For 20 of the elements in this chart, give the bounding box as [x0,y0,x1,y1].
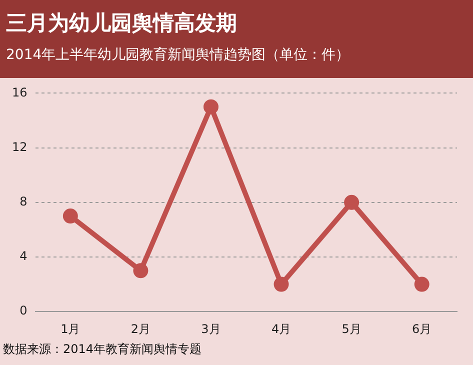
x-tick-label: 5月 [342,322,362,336]
point [414,276,430,292]
x-tick-label: 3月 [201,322,221,336]
point [344,194,360,210]
chart-subtitle: 2014年上半年幼儿园教育新闻舆情趋势图（单位：件） [6,46,351,65]
y-tick-label: 0 [20,304,28,318]
y-tick-label: 12 [12,140,28,154]
point [274,276,289,292]
x-tick-label: 6月 [412,322,432,336]
point [203,99,218,114]
x-tick-label: 2月 [130,322,151,336]
y-tick-label: 4 [20,249,28,264]
chart-title: 三月为幼儿园舆情高发期 [6,10,238,37]
y-tick-label: 8 [20,194,28,209]
point [133,263,148,278]
source-note: 数据来源：2014年教育新闻舆情专题 [2,341,203,358]
x-tick-label: 4月 [271,322,292,336]
x-tick-label: 1月 [60,322,80,336]
point [62,208,78,224]
y-tick-label: 16 [12,85,28,100]
